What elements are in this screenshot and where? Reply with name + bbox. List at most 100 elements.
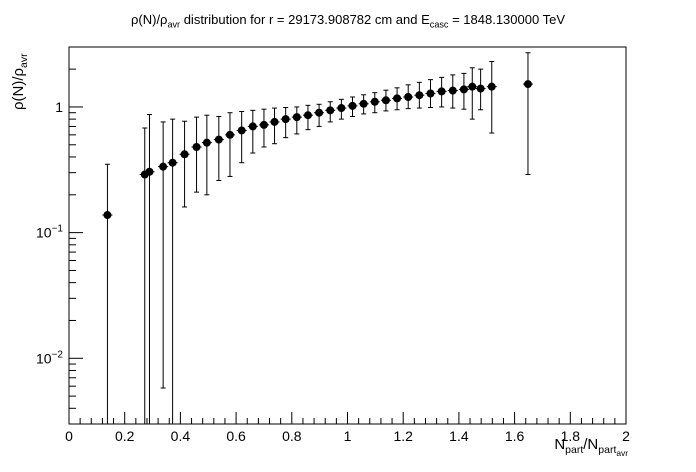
- data-point: [436, 76, 447, 108]
- x-label-n: N: [554, 436, 566, 453]
- data-point: [458, 72, 469, 110]
- title-part-middle: distribution for r = 29173.908782 cm and…: [180, 12, 430, 27]
- data-point: [314, 103, 325, 127]
- marker: [448, 86, 457, 95]
- data-point: [486, 61, 497, 134]
- plot-frame: [68, 46, 627, 425]
- data-point: [414, 81, 425, 109]
- chart-title: ρ(N)/ρavr distribution for r = 29173.908…: [0, 12, 696, 30]
- x-tick-label: 1.6: [505, 428, 525, 444]
- x-label-sub-part-2: part: [598, 444, 617, 456]
- y-axis: 10−210−11: [36, 46, 83, 425]
- x-tick-label: 0.4: [171, 428, 191, 444]
- y-tick-label: 10−1: [36, 224, 63, 241]
- title-part-rho: ρ(N)/ρ: [131, 12, 168, 27]
- x-axis: 0 0.2 0.4 0.6 0.8 1 1.2 1.4 1.6 1.8 2: [65, 412, 630, 444]
- marker: [103, 211, 112, 220]
- marker: [476, 84, 485, 93]
- marker: [159, 162, 168, 171]
- x-axis-label: Npart/Npartavr: [554, 436, 628, 458]
- marker: [270, 117, 279, 126]
- title-sub-casc: casc: [429, 19, 449, 30]
- data-point: [347, 96, 358, 117]
- marker: [348, 101, 357, 110]
- y-tick-exponent: −1: [52, 224, 64, 235]
- data-point: [291, 106, 302, 135]
- marker: [337, 104, 346, 113]
- y-tick-base: 10: [36, 225, 52, 241]
- marker: [326, 106, 335, 115]
- title-part-energy: = 1848.130000 TeV: [448, 12, 565, 27]
- marker: [202, 138, 211, 147]
- data-point: [336, 98, 347, 120]
- x-label-slash-n: /N: [583, 436, 599, 453]
- data-point: [258, 108, 269, 148]
- marker: [426, 89, 435, 98]
- marker: [459, 85, 468, 94]
- marker: [214, 135, 223, 144]
- marker: [468, 82, 477, 91]
- data-point: [213, 115, 224, 181]
- data-point: [236, 111, 247, 164]
- x-tick-label: 1.4: [449, 428, 469, 444]
- data-point: [102, 163, 113, 424]
- marker: [315, 108, 324, 117]
- x-label-sub-part: part: [565, 444, 584, 456]
- data-point: [358, 94, 369, 115]
- data-point: [167, 118, 178, 424]
- marker: [292, 113, 301, 122]
- data-point: [392, 87, 403, 111]
- marker: [259, 120, 268, 129]
- marker: [393, 94, 402, 103]
- x-tick-label: 0.6: [226, 428, 246, 444]
- data-point: [191, 116, 202, 193]
- x-tick-label: 2: [622, 428, 630, 444]
- data-point: [201, 114, 212, 196]
- y-tick-label: 1: [55, 99, 63, 115]
- data-point: [522, 52, 533, 176]
- y-axis-label: ρ(N)/ρavr: [10, 53, 30, 110]
- y-label-sub-avr: avr: [18, 53, 30, 68]
- data-point: [158, 121, 169, 389]
- x-label-sub-avr: avr: [616, 448, 628, 459]
- data-point: [247, 109, 258, 154]
- y-tick-label: 10−2: [36, 349, 63, 366]
- marker: [225, 130, 234, 139]
- x-tick-label: 1.2: [393, 428, 413, 444]
- data-point: [325, 101, 336, 123]
- data-point: [475, 68, 486, 111]
- marker: [168, 158, 177, 167]
- data-point: [380, 89, 391, 112]
- x-tick-label: 1.8: [561, 428, 581, 444]
- x-tick-label: 0: [65, 428, 73, 444]
- marker: [359, 99, 368, 108]
- marker: [523, 80, 532, 89]
- marker: [415, 91, 424, 100]
- y-label-rho: ρ(N)/ρ: [10, 67, 27, 110]
- data-series: [102, 52, 533, 424]
- marker: [381, 96, 390, 105]
- marker: [145, 167, 154, 176]
- data-point: [403, 84, 414, 110]
- plot-border: [68, 46, 627, 425]
- marker: [303, 111, 312, 120]
- y-tick-base: 10: [36, 350, 52, 366]
- x-tick-label: 0.2: [115, 428, 135, 444]
- data-point: [302, 104, 313, 131]
- marker: [192, 143, 201, 152]
- title-sub-avr: avr: [167, 19, 181, 30]
- data-point: [369, 92, 380, 114]
- marker: [180, 150, 189, 159]
- marker: [281, 115, 290, 124]
- data-point: [144, 114, 155, 424]
- data-point: [269, 107, 280, 145]
- marker: [487, 82, 496, 91]
- marker: [248, 122, 257, 131]
- data-point: [179, 120, 190, 208]
- x-tick-label: 0.8: [282, 428, 302, 444]
- data-point: [224, 112, 235, 177]
- data-point: [280, 107, 291, 139]
- x-tick-label: 1: [344, 428, 352, 444]
- data-point: [467, 67, 478, 120]
